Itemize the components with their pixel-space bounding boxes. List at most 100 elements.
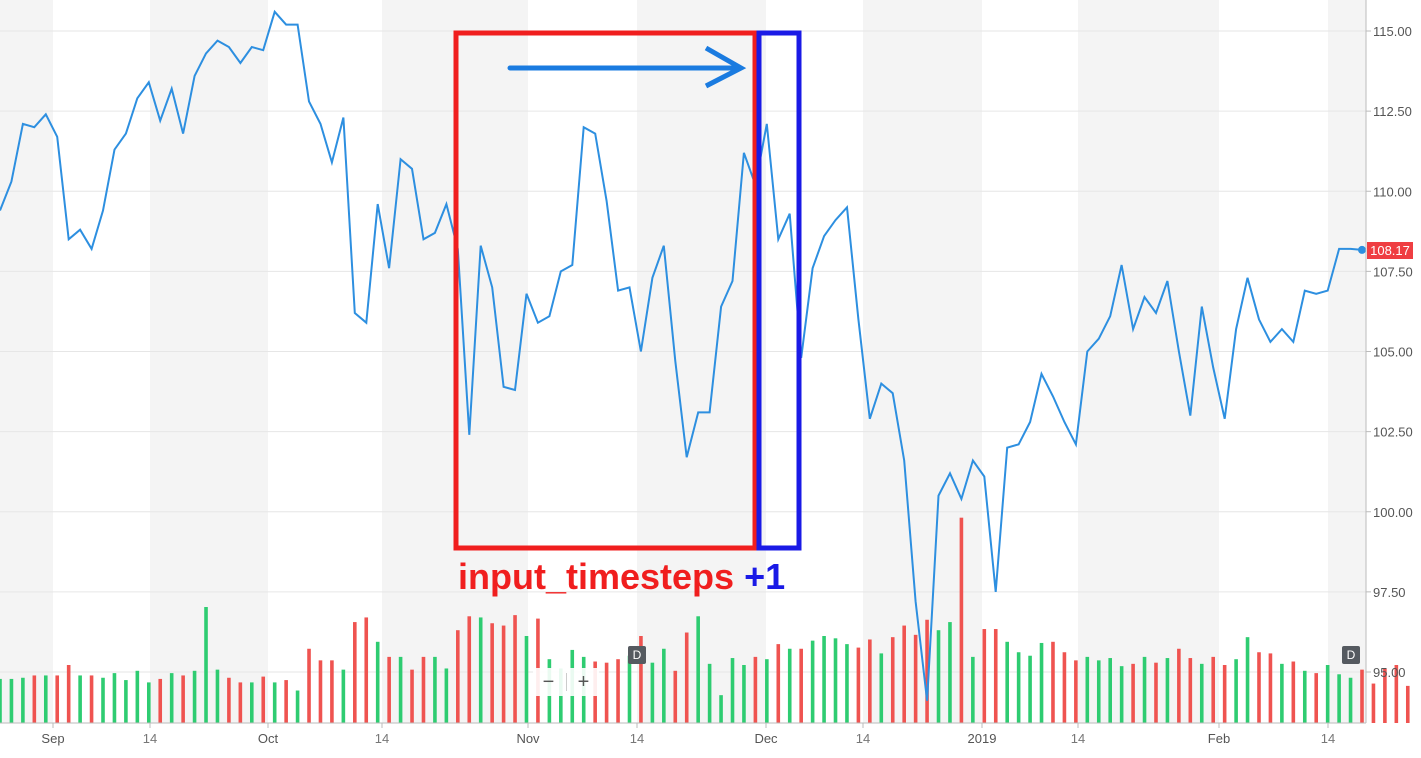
y-tick-label: 95.00 [1373,665,1406,680]
y-tick-label: 115.00 [1373,24,1412,39]
volume-bar [135,670,140,723]
volume-bar [1016,652,1021,723]
volume-bar [524,636,529,723]
volume-bar [1268,653,1273,723]
x-tick-label: Feb [1208,731,1230,746]
volume-bar [696,616,700,723]
volume-bar [1245,637,1250,723]
volume-bar [993,629,998,723]
volume-bar [1085,656,1090,723]
volume-bar [456,630,460,723]
volume-bar [1154,662,1158,723]
x-tick-label: 14 [856,731,870,746]
time-band [528,0,637,723]
time-band [53,0,150,723]
volume-bar [719,695,723,723]
volume-bar [410,669,414,723]
volume-bar [753,656,758,723]
volume-bar [845,644,849,723]
volume-bar [662,648,666,723]
last-price-dot [1358,245,1366,254]
volume-bar [822,636,826,723]
dividend-marker[interactable]: D [628,646,646,664]
time-band [0,0,53,723]
volume-bar [1131,663,1135,723]
y-tick-label: 110.00 [1373,184,1412,199]
volume-bar [78,675,82,723]
zoom-in-button[interactable]: + [577,671,590,693]
x-tick-label: 14 [375,731,389,746]
volume-bar [787,648,792,723]
volume-bar [1394,665,1399,723]
window-annotation-label: input_timesteps +1 [458,556,785,598]
volume-bar [1371,683,1376,723]
y-tick-label: 107.50 [1373,264,1413,279]
x-tick-label: 14 [1071,731,1085,746]
volume-bar [1383,668,1387,723]
volume-bar [604,662,609,723]
zoom-out-button[interactable]: − [542,671,555,693]
volume-bar [204,607,208,723]
volume-bar [627,655,632,723]
volume-bar [387,656,391,723]
y-tick-label: 105.00 [1373,345,1413,360]
x-tick-label: 14 [1321,731,1335,746]
volume-bar [1337,674,1341,723]
input-timesteps-label: input_timesteps [458,556,735,597]
arrow-icon [507,45,747,89]
volume-bar [639,636,643,723]
y-tick-label: 97.50 [1373,585,1406,600]
volume-bar [890,637,895,723]
volume-bar [810,640,815,723]
volume-bar [467,616,472,723]
volume-bar [341,669,346,723]
volume-bar [272,682,277,723]
volume-bar [1188,658,1193,723]
x-tick-label: Nov [516,731,540,746]
volume-bar [684,632,689,723]
volume-bar [66,665,71,723]
volume-bar [21,677,25,723]
volume-bar [375,641,380,723]
volume-bar [1005,641,1009,723]
volume-bar [1062,652,1067,723]
volume-bar [364,617,369,723]
volume-bar [1222,665,1227,723]
volume-bar [959,517,964,723]
volume-bar [1325,665,1330,723]
volume-bar [1405,685,1410,723]
volume-bar [1142,656,1147,723]
volume-bar [112,673,117,723]
volume-bar [1074,660,1078,723]
volume-bar [284,680,288,723]
volume-bar [101,677,105,723]
zoom-controls: − + [533,668,599,696]
volume-bar [490,623,494,723]
time-band [863,0,982,723]
time-band [1328,0,1366,723]
dividend-marker[interactable]: D [1342,646,1360,664]
volume-bar [330,660,334,723]
x-tick-label: Oct [258,731,279,746]
volume-bar [879,653,884,723]
volume-bar [1119,666,1124,723]
volume-bar [501,625,506,723]
input-window-box [453,30,758,551]
y-tick-label: 102.50 [1373,425,1413,440]
volume-bar [1360,669,1364,723]
volume-bar [181,675,185,723]
time-band [268,0,382,723]
volume-bar [765,659,769,723]
volume-bar [55,675,60,723]
time-band [150,0,268,723]
y-tick-label: 100.00 [1373,505,1413,520]
volume-bar [1348,677,1353,723]
volume-bar [1051,641,1055,723]
volume-bar [295,690,300,723]
volume-bar [146,682,151,723]
volume-bar [32,675,37,723]
volume-bar [616,659,620,723]
volume-bar [89,675,94,723]
volume-bar [856,647,861,723]
